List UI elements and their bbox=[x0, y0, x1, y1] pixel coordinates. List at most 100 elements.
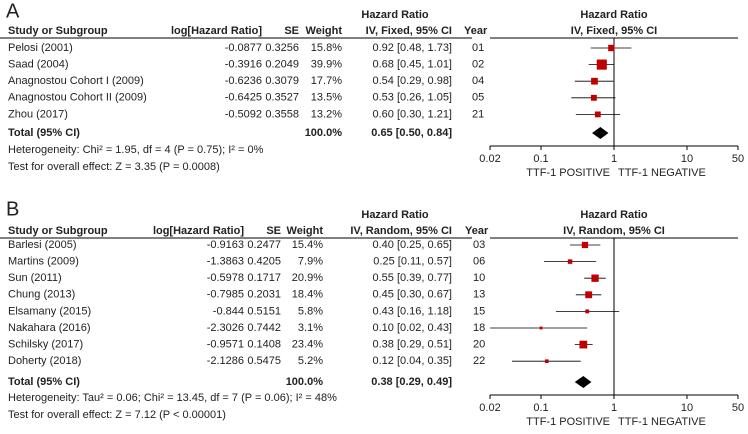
ci-label: 0.40 [0.25, 0.65] bbox=[372, 239, 452, 251]
loghr: -0.6236 bbox=[225, 75, 262, 87]
weight: 15.8% bbox=[311, 42, 342, 54]
study: Anagnostou Cohort I (2009) bbox=[8, 75, 144, 87]
loghr: -0.844 bbox=[213, 305, 244, 317]
weight: 5.2% bbox=[298, 355, 323, 367]
weight: 7.9% bbox=[298, 256, 323, 268]
ci-label: 0.45 [0.30, 0.67] bbox=[372, 289, 452, 301]
se: 0.4205 bbox=[247, 256, 281, 268]
header: log[Hazard Ratio] bbox=[153, 225, 244, 237]
x-tick-label: 50 bbox=[732, 153, 744, 165]
header: Year bbox=[464, 25, 488, 37]
loghr: -0.9571 bbox=[207, 339, 244, 351]
weight: 13.5% bbox=[311, 92, 342, 104]
header: Study or Subgroup bbox=[8, 225, 108, 237]
ci-label: 0.60 [0.30, 1.21] bbox=[372, 108, 452, 120]
study: Martins (2009) bbox=[8, 256, 79, 268]
header: SE bbox=[284, 25, 299, 37]
panel-label: B bbox=[6, 198, 19, 220]
study: Schilsky (2017) bbox=[8, 339, 83, 351]
se: 0.3079 bbox=[265, 75, 299, 87]
se: 0.3527 bbox=[265, 92, 299, 104]
year: 13 bbox=[473, 289, 485, 301]
header: Hazard Ratio bbox=[580, 9, 648, 21]
estimate bbox=[581, 241, 589, 249]
se: 0.5475 bbox=[247, 355, 281, 367]
x-tick-label: 0.1 bbox=[533, 402, 548, 414]
heterogeneity: Heterogeneity: Tau² = 0.06; Chi² = 13.45… bbox=[8, 392, 337, 404]
total-label: Total (95% CI) bbox=[8, 127, 80, 139]
se: 0.1408 bbox=[247, 339, 281, 351]
panel-label: A bbox=[6, 0, 20, 22]
loghr: -2.3026 bbox=[207, 322, 244, 334]
weight: 18.4% bbox=[292, 289, 323, 301]
ci-label: 0.53 [0.26, 1.05] bbox=[372, 92, 452, 104]
header: log[Hazard Ratio] bbox=[171, 25, 262, 37]
weight: 17.7% bbox=[311, 75, 342, 87]
year: 15 bbox=[473, 305, 485, 317]
header: Study or Subgroup bbox=[8, 25, 108, 37]
diamond bbox=[592, 127, 609, 139]
study: Elsamany (2015) bbox=[8, 305, 91, 317]
ci-label: 0.25 [0.11, 0.57] bbox=[373, 256, 452, 268]
se: 0.2049 bbox=[265, 59, 299, 71]
ci-label: 0.38 [0.29, 0.51] bbox=[372, 339, 452, 351]
se: 0.3256 bbox=[265, 42, 299, 54]
study: Anagnostou Cohort II (2009) bbox=[8, 92, 147, 104]
estimate bbox=[579, 340, 588, 349]
estimate bbox=[596, 59, 607, 70]
ci-label: 0.54 [0.29, 0.98] bbox=[372, 75, 452, 87]
header: SE bbox=[266, 225, 281, 237]
weight: 3.1% bbox=[298, 322, 323, 334]
ci-label: 0.43 [0.16, 1.18] bbox=[372, 305, 452, 317]
year: 22 bbox=[473, 355, 485, 367]
x-tick-label: 0.02 bbox=[479, 153, 500, 165]
loghr: -0.5978 bbox=[207, 272, 244, 284]
loghr: -0.5092 bbox=[225, 108, 262, 120]
header: Hazard Ratio bbox=[361, 209, 429, 221]
year: 21 bbox=[472, 108, 484, 120]
header: Weight bbox=[287, 225, 324, 237]
ci-label: 0.68 [0.45, 1.01] bbox=[372, 59, 452, 71]
weight: 13.2% bbox=[311, 108, 342, 120]
se: 0.7442 bbox=[247, 322, 281, 334]
ci-label: 0.55 [0.39, 0.77] bbox=[372, 272, 452, 284]
loghr: -0.6425 bbox=[225, 92, 262, 104]
estimate bbox=[585, 291, 593, 299]
se: 0.3558 bbox=[265, 108, 299, 120]
loghr: -0.0877 bbox=[225, 42, 262, 54]
year: 20 bbox=[473, 339, 485, 351]
estimate bbox=[567, 259, 573, 264]
overall-effect: Test for overall effect: Z = 3.35 (P = 0… bbox=[8, 161, 220, 173]
estimate bbox=[585, 309, 590, 314]
ci-label: 0.12 [0.04, 0.35] bbox=[372, 355, 452, 367]
estimate bbox=[591, 77, 598, 85]
loghr: -0.9163 bbox=[207, 239, 244, 251]
total-ci: 0.65 [0.50, 0.84] bbox=[371, 127, 452, 139]
x-tick-label: 1 bbox=[611, 402, 617, 414]
year: 10 bbox=[473, 272, 485, 284]
loghr: -0.7985 bbox=[207, 289, 244, 301]
study: Nakahara (2016) bbox=[8, 322, 91, 334]
year: 05 bbox=[472, 92, 484, 104]
year: 04 bbox=[472, 75, 484, 87]
weight: 15.4% bbox=[292, 239, 323, 251]
se: 0.2477 bbox=[247, 239, 281, 251]
loghr: -1.3863 bbox=[207, 256, 244, 268]
x-right-label: TTF-1 NEGATIVE bbox=[618, 167, 706, 179]
total-weight: 100.0% bbox=[305, 127, 343, 139]
x-tick-label: 50 bbox=[732, 402, 744, 414]
ci-label: 0.10 [0.02, 0.43] bbox=[372, 322, 452, 334]
x-left-label: TTF-1 POSITIVE bbox=[526, 167, 610, 179]
loghr: -2.1286 bbox=[207, 355, 244, 367]
overall-effect: Test for overall effect: Z = 7.12 (P < 0… bbox=[8, 409, 226, 421]
ci-label: 0.92 [0.48, 1.73] bbox=[372, 42, 452, 54]
weight: 23.4% bbox=[292, 339, 323, 351]
x-right-label: TTF-1 NEGATIVE bbox=[618, 416, 706, 428]
estimate bbox=[539, 326, 543, 330]
weight: 39.9% bbox=[311, 59, 342, 71]
year: 06 bbox=[473, 256, 485, 268]
loghr: -0.3916 bbox=[225, 59, 262, 71]
x-tick-label: 0.1 bbox=[533, 153, 548, 165]
header: Hazard Ratio bbox=[361, 9, 429, 21]
year: 03 bbox=[473, 239, 485, 251]
